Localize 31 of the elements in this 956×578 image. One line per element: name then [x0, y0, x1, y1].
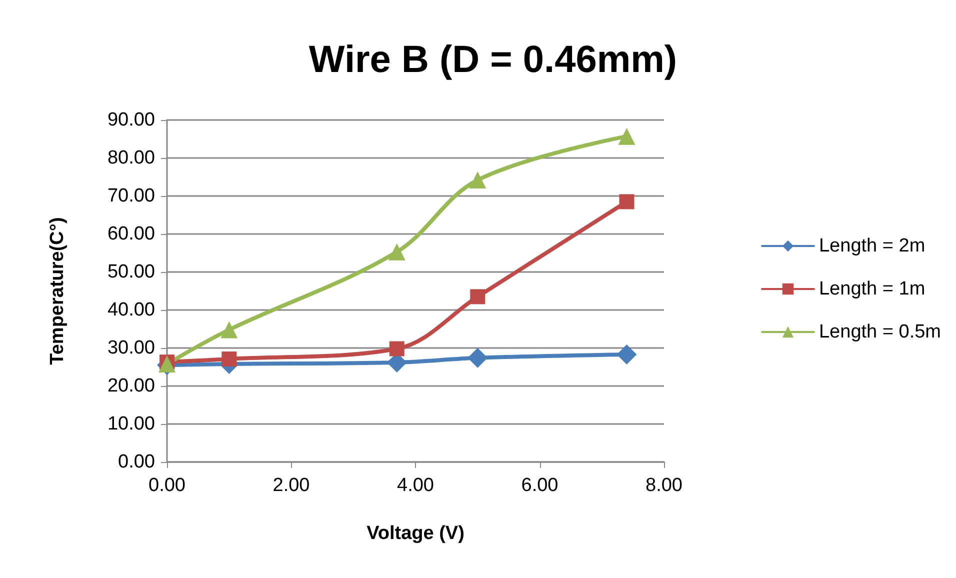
- point: [618, 128, 636, 145]
- point: [222, 352, 237, 367]
- y-tick-label: 70.00: [107, 186, 155, 206]
- y-tick-label: 60.00: [107, 224, 155, 244]
- legend-label: Length = 2m: [818, 236, 926, 256]
- y-tick-label: 20.00: [107, 376, 155, 396]
- y-tick-label: 30.00: [107, 338, 155, 358]
- x-tick-label: 0.00: [148, 475, 186, 496]
- y-tick-label: 0.00: [118, 452, 155, 472]
- legend-label: Length = 0.5m: [818, 322, 942, 342]
- point: [388, 243, 406, 260]
- x-tick-label: 4.00: [397, 475, 434, 496]
- x-tick-label: 2.00: [272, 475, 310, 496]
- x-tick-label: 6.00: [521, 475, 558, 496]
- point: [220, 321, 238, 338]
- legend-label: Length = 1m: [818, 278, 926, 300]
- point: [389, 341, 404, 356]
- point: [469, 172, 486, 189]
- y-tick-label: 80.00: [107, 148, 155, 168]
- y-tick-label: 90.00: [107, 110, 155, 130]
- y-axis-title: Temperature(C°): [47, 217, 68, 365]
- chart-title: Wire B (D = 0.46mm): [308, 39, 678, 81]
- y-tick-label: 10.00: [107, 414, 155, 434]
- point: [468, 348, 488, 368]
- y-tick-label: 50.00: [107, 262, 155, 282]
- point: [619, 194, 634, 210]
- point: [470, 289, 486, 304]
- x-axis-title: Voltage (V): [366, 523, 464, 544]
- x-tick-label: 8.00: [646, 475, 682, 496]
- y-tick-label: 40.00: [107, 300, 155, 320]
- point: [616, 344, 637, 364]
